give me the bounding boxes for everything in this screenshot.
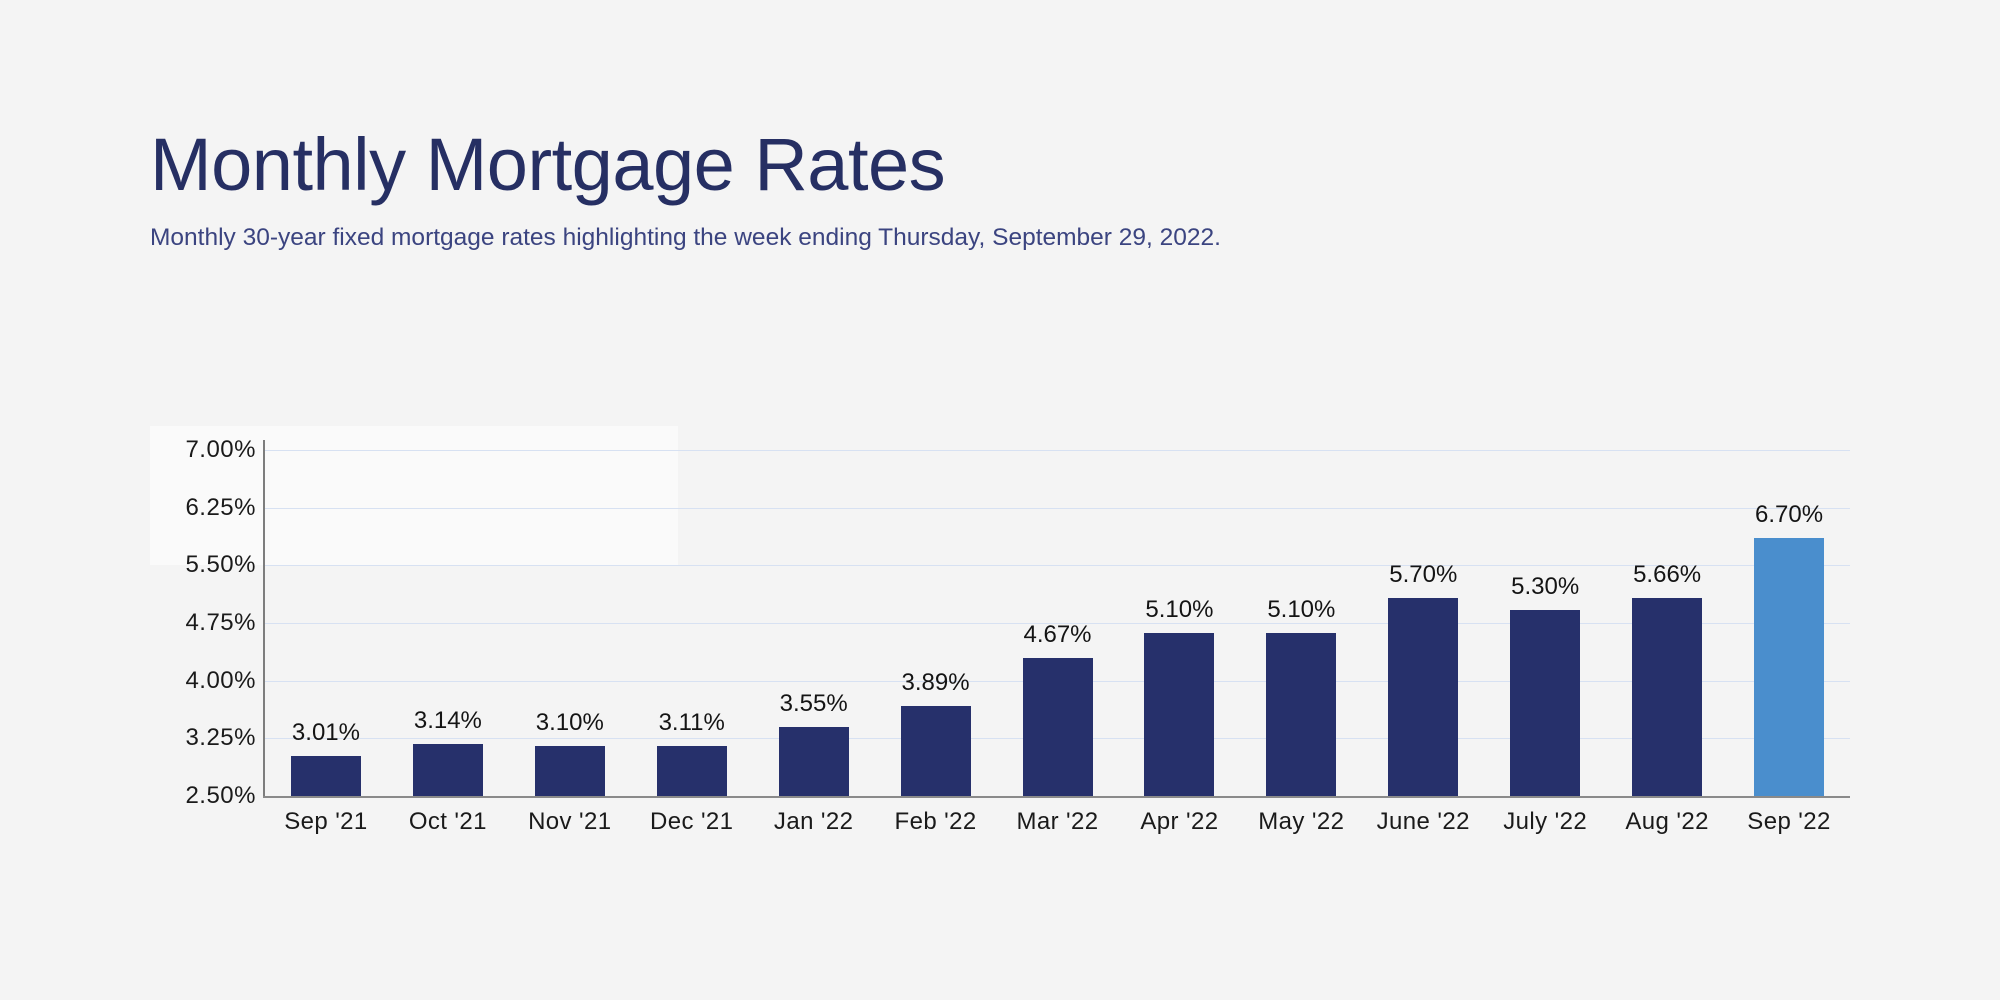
gridline xyxy=(265,507,1850,509)
bar-sep21[interactable]: 3.01% xyxy=(290,719,361,796)
y-axis-tick-label: 4.00% xyxy=(185,666,256,694)
bar-value-label: 3.01% xyxy=(291,719,360,747)
bar-value-label: 5.10% xyxy=(1145,596,1214,623)
bar-rect xyxy=(290,756,361,796)
bar-aug22[interactable]: 5.66% xyxy=(1632,561,1703,796)
bar-nov21[interactable]: 3.10% xyxy=(534,709,605,796)
y-axis-tick-label: 2.50% xyxy=(185,782,256,809)
y-axis-tick-label: 4.75% xyxy=(185,609,256,636)
bar-apr22[interactable]: 5.10% xyxy=(1144,596,1215,796)
chart-header: Monthly Mortgage Rates Monthly 30-year f… xyxy=(150,128,1221,252)
x-axis-tick-label: Mar '22 xyxy=(1016,808,1099,835)
x-axis-tick-label: Oct '21 xyxy=(408,808,487,835)
bar-rect xyxy=(1510,609,1581,796)
x-axis-tick-label: Aug '22 xyxy=(1625,808,1709,835)
bar-june22[interactable]: 5.70% xyxy=(1388,561,1459,796)
bar-value-label: 5.30% xyxy=(1511,572,1580,600)
bar-value-label: 3.14% xyxy=(413,706,482,734)
page-subtitle: Monthly 30-year fixed mortgage rates hig… xyxy=(150,224,1221,251)
bar-value-label: 5.66% xyxy=(1633,560,1702,588)
bar-rect xyxy=(1022,657,1093,796)
bar-dec21[interactable]: 3.11% xyxy=(656,709,727,796)
bar-value-label: 4.67% xyxy=(1023,620,1092,648)
bar-value-label: 5.10% xyxy=(1267,596,1336,623)
bar-rect xyxy=(656,746,727,796)
y-axis-tick-label: 5.50% xyxy=(185,551,256,579)
x-axis-tick-label: Feb '22 xyxy=(894,808,977,835)
bars-layer: 3.01% 3.14% 3.10% 3.11% 3.55% 3.89% 4.67% 5.10%… xyxy=(150,440,1860,860)
x-axis-tick-label: May '22 xyxy=(1258,808,1345,835)
bar-mar22[interactable]: 4.67% xyxy=(1022,621,1093,796)
bar-rect xyxy=(412,743,483,796)
bar-rect xyxy=(1144,633,1215,796)
x-axis-tick-label: Jan '22 xyxy=(773,808,854,835)
bar-rect xyxy=(534,746,605,796)
bar-value-label: 3.11% xyxy=(658,709,725,737)
bar-chart: 7.00% 6.25% 5.50% 4.75% 4.00% 3.25% 2.50% 3.01… xyxy=(150,436,1860,860)
x-axis-line xyxy=(263,796,1850,798)
y-axis-tick-label: 3.25% xyxy=(185,724,256,752)
y-axis-line xyxy=(263,440,265,797)
bar-sep22[interactable]: 6.70% xyxy=(1754,501,1825,796)
bar-value-label: 3.10% xyxy=(535,709,604,737)
bar-may22[interactable]: 5.10% xyxy=(1266,596,1337,796)
bar-value-label: 5.70% xyxy=(1389,560,1458,588)
x-axis-tick-label: Dec '21 xyxy=(650,808,734,835)
x-axis-tick-label: Apr '22 xyxy=(1140,808,1219,835)
page-title: Monthly Mortgage Rates xyxy=(150,123,946,206)
x-axis-tick-label: Sep '21 xyxy=(284,808,368,835)
x-axis-tick-label: July '22 xyxy=(1503,808,1588,835)
bar-value-label: 3.55% xyxy=(779,689,848,717)
bar-rect xyxy=(900,706,971,796)
bar-rect xyxy=(1632,597,1703,796)
gridline xyxy=(265,450,1850,451)
y-axis-tick-label: 7.00% xyxy=(185,436,256,463)
gridline xyxy=(265,623,1850,624)
bar-rect xyxy=(778,726,849,796)
x-axis-tick-label: Sep '22 xyxy=(1747,808,1831,835)
bar-rect xyxy=(1266,633,1337,796)
y-axis-tick-label: 6.25% xyxy=(185,493,256,521)
bar-rect-highlight xyxy=(1754,538,1825,796)
bar-oct21[interactable]: 3.14% xyxy=(412,707,483,796)
x-axis-tick-label: Nov '21 xyxy=(528,808,612,835)
bar-rect xyxy=(1388,597,1459,796)
bar-feb22[interactable]: 3.89% xyxy=(900,669,971,796)
bar-july22[interactable]: 5.30% xyxy=(1510,573,1581,796)
x-axis-tick-label: June '22 xyxy=(1376,808,1470,835)
bar-value-label: 6.70% xyxy=(1755,501,1824,529)
bar-jan22[interactable]: 3.55% xyxy=(778,690,849,796)
bar-value-label: 3.89% xyxy=(901,669,970,697)
gridline xyxy=(265,565,1850,567)
